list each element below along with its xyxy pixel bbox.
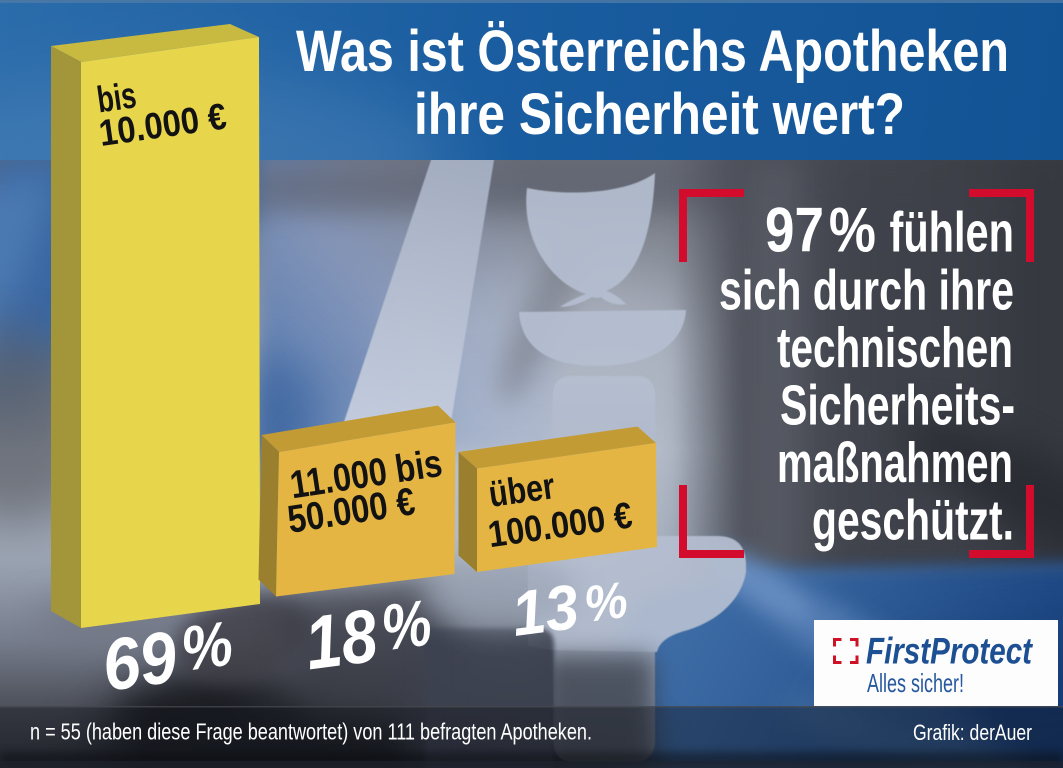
- svg-text:n = 55 (haben diese Frage bean: n = 55 (haben diese Frage beantwortet) v…: [30, 719, 592, 745]
- svg-text:geschützt.: geschützt.: [812, 489, 1014, 553]
- svg-text:Was ist Österreichs Apotheken: Was ist Österreichs Apotheken: [296, 19, 1009, 84]
- svg-text:ihre Sicherheit wert?: ihre Sicherheit wert?: [414, 82, 905, 147]
- svg-text:Sicherheits-: Sicherheits-: [780, 374, 1015, 438]
- svg-text:FirstProtect: FirstProtect: [866, 631, 1033, 672]
- svg-text:Alles sicher!: Alles sicher!: [867, 668, 964, 698]
- svg-text:fühlen: fühlen: [890, 201, 1015, 265]
- svg-text:über: über: [486, 465, 557, 515]
- svg-text:Grafik: derAuer: Grafik: derAuer: [913, 720, 1032, 745]
- svg-text:97%: 97%: [765, 196, 876, 266]
- svg-text:technischen: technischen: [777, 316, 1013, 380]
- svg-text:maßnahmen: maßnahmen: [777, 431, 1013, 495]
- svg-text:sich durch ihre: sich durch ihre: [719, 259, 1014, 323]
- svg-text:bis: bis: [94, 74, 138, 120]
